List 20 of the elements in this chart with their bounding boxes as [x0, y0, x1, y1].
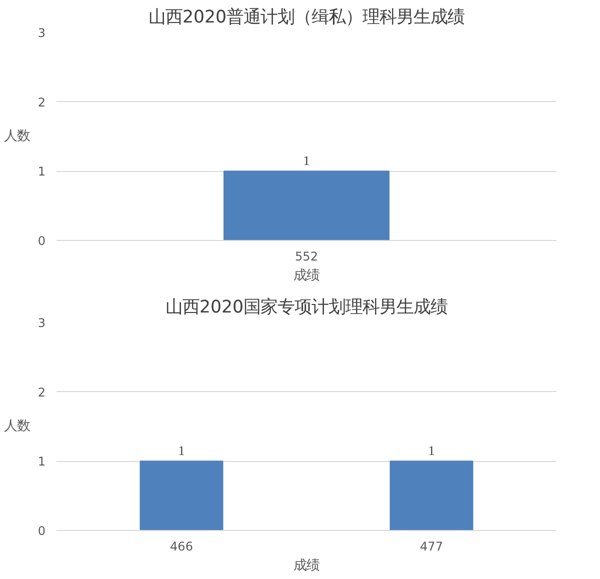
y-tick-label: 1 [38, 454, 46, 469]
data-label: 1 [428, 443, 435, 458]
y-tick-label: 0 [38, 234, 46, 248]
x-axis-title: 成绩 [294, 268, 320, 284]
data-label: 1 [303, 153, 310, 168]
x-tick-label: 552 [295, 250, 318, 264]
x-tick-label: 477 [420, 540, 443, 554]
y-tick-label: 2 [38, 95, 46, 110]
chart-title: 山西2020普通计划（缉私）理科男生成绩 [148, 8, 465, 28]
y-tick-label: 3 [38, 316, 46, 330]
y-tick-label: 2 [38, 385, 46, 400]
x-tick-label: 466 [170, 540, 193, 554]
y-tick-label: 1 [38, 164, 46, 179]
y-axis-title: 人数 [4, 419, 30, 434]
y-tick-label: 3 [38, 26, 46, 40]
y-tick-label: 0 [38, 524, 46, 538]
x-axis-title: 成绩 [294, 558, 320, 574]
chart-title: 山西2020国家专项计划理科男生成绩 [165, 298, 448, 318]
data-label: 1 [178, 443, 185, 458]
y-axis-title: 人数 [4, 129, 30, 144]
